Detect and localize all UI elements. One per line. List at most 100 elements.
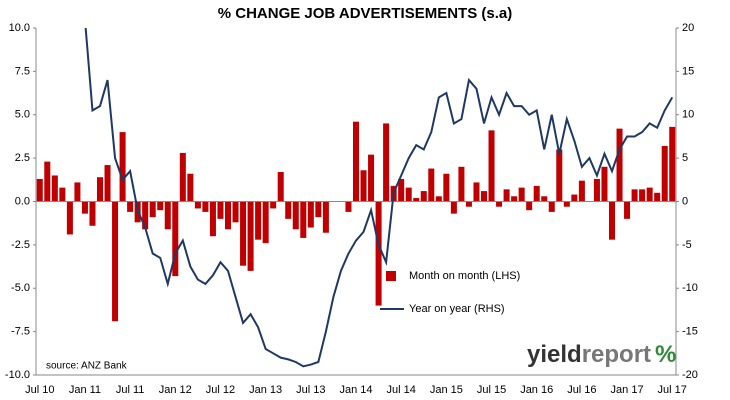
bar	[420, 191, 427, 202]
bar	[247, 201, 254, 271]
bar	[142, 201, 149, 230]
bar	[465, 201, 472, 207]
bar	[352, 121, 360, 202]
legend-label: Month on month (LHS)	[409, 270, 520, 282]
bar	[89, 201, 96, 226]
x-tick-label: Jan 11	[69, 384, 101, 396]
bar	[292, 201, 299, 230]
x-tick-label: Jan 12	[159, 384, 192, 396]
chart-title: % CHANGE JOB ADVERTISEMENTS (s.a)	[218, 5, 513, 22]
bar	[300, 201, 307, 238]
bar	[518, 187, 525, 202]
logo: yieldreport%	[527, 341, 676, 368]
bar	[541, 196, 548, 202]
bar	[480, 191, 488, 202]
bar	[315, 201, 322, 218]
bar	[548, 201, 555, 212]
x-tick-label: Jul 11	[116, 384, 145, 396]
bar	[172, 201, 179, 277]
bar	[36, 178, 43, 202]
logo-part: report	[582, 341, 651, 368]
bar	[164, 201, 171, 230]
bar	[179, 152, 186, 202]
bar	[112, 201, 119, 322]
y2-tick-label: -15	[682, 326, 698, 338]
bar	[511, 196, 518, 202]
y2-tick-label: 15	[682, 65, 694, 77]
y2-tick-label: 20	[682, 22, 694, 34]
bar	[413, 198, 420, 202]
bar	[669, 126, 676, 202]
bar	[601, 166, 608, 202]
bar	[398, 178, 405, 202]
bar	[488, 130, 495, 202]
bar	[616, 128, 623, 202]
y-tick-label: -10.0	[5, 369, 30, 381]
y-tick-label: -7.5	[11, 326, 30, 338]
bar	[232, 201, 239, 223]
x-tick-label: Jul 10	[25, 384, 54, 396]
bar	[187, 173, 194, 202]
bar	[458, 166, 465, 202]
bar	[127, 201, 134, 212]
bar	[224, 201, 232, 230]
y-tick-label: 2.5	[15, 152, 30, 164]
x-tick-label: Jul 15	[477, 384, 506, 396]
logo-part: yield	[527, 341, 582, 368]
y-tick-label: 5.0	[15, 109, 30, 121]
x-tick-label: Jan 15	[430, 384, 463, 396]
y2-tick-label: 10	[682, 109, 694, 121]
bar	[503, 189, 510, 202]
legend-swatch	[386, 271, 396, 281]
bar	[631, 189, 638, 202]
y2-tick-label: 0	[682, 195, 688, 207]
bar	[526, 201, 533, 211]
bar	[473, 182, 480, 202]
bar	[654, 192, 661, 202]
bar	[428, 168, 435, 202]
bar	[44, 161, 51, 202]
x-tick-label: Jul 14	[386, 384, 415, 396]
x-tick-label: Jul 12	[206, 384, 235, 396]
bar	[533, 185, 540, 202]
bar	[285, 201, 292, 219]
bar	[240, 201, 247, 266]
bar	[661, 145, 668, 202]
source: source: ANZ Bank	[46, 361, 128, 372]
bar	[571, 194, 578, 202]
bar	[277, 172, 284, 202]
x-tick-label: Jan 17	[611, 384, 644, 396]
bar	[368, 154, 375, 202]
bar	[255, 201, 262, 240]
legend-label: Year on year (RHS)	[409, 303, 505, 315]
bar	[345, 201, 352, 212]
bar	[104, 165, 111, 202]
bar	[194, 201, 201, 209]
bar	[375, 201, 382, 306]
y2-tick-label: 5	[682, 152, 688, 164]
bar	[262, 201, 269, 244]
bar	[624, 201, 631, 219]
y2-tick-label: -5	[682, 239, 692, 251]
bar	[307, 201, 314, 228]
bar	[157, 201, 164, 211]
bar	[322, 201, 329, 233]
bar	[360, 170, 367, 202]
y-tick-label: 7.5	[15, 65, 30, 77]
bar	[119, 132, 126, 202]
bar	[450, 201, 457, 214]
y-tick-label: 0.0	[15, 195, 30, 207]
bar	[556, 149, 563, 202]
logo-part: %	[655, 341, 676, 368]
bar	[593, 178, 600, 202]
bar	[608, 201, 616, 240]
bar	[496, 201, 503, 207]
bar	[59, 187, 66, 202]
bar	[217, 201, 224, 219]
bar	[639, 189, 646, 202]
bar	[96, 177, 104, 202]
bar	[435, 196, 442, 202]
bar	[74, 182, 81, 202]
bar	[443, 173, 450, 202]
